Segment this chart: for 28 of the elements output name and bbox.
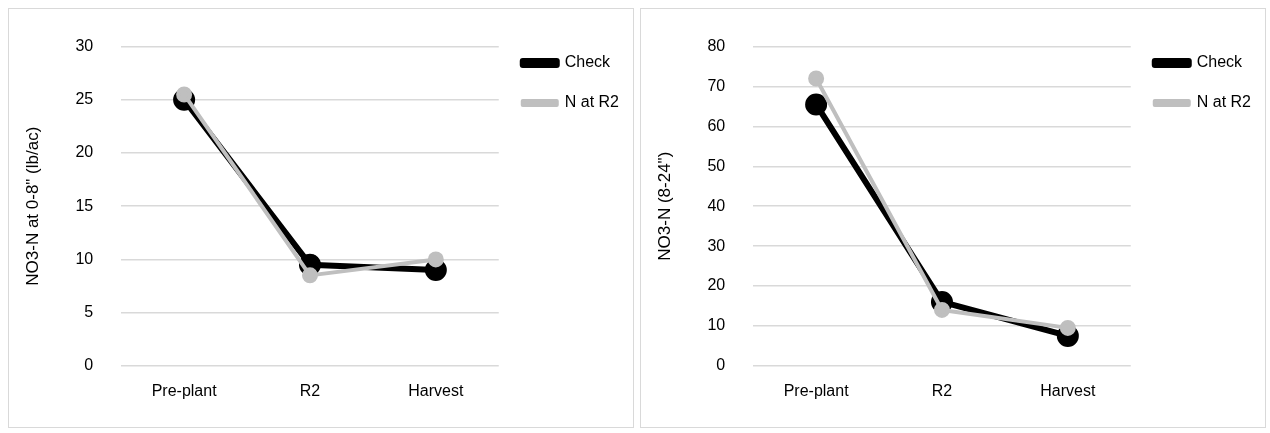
x-tick-label: Pre-plant xyxy=(783,381,850,399)
y-tick-label: 60 xyxy=(707,116,726,134)
legend-label: N at R2 xyxy=(1196,93,1252,111)
y-tick-label: 80 xyxy=(707,37,726,55)
y-axis-title: NO3-N at 0-8" (lb/ac) xyxy=(22,126,42,286)
x-tick-label: Harvest xyxy=(1040,381,1096,399)
y-tick-label: 20 xyxy=(75,143,94,161)
legend-label: Check xyxy=(564,53,612,71)
x-tick-label: R2 xyxy=(299,381,321,399)
y-tick-label: 40 xyxy=(707,196,726,214)
y-tick-label: 0 xyxy=(716,356,726,374)
y-tick-label: 10 xyxy=(75,249,94,267)
y-tick-label: 70 xyxy=(707,76,726,94)
y-tick-label: 25 xyxy=(75,90,94,108)
x-tick-label: R2 xyxy=(931,381,953,399)
y-tick-label: 30 xyxy=(75,37,94,55)
y-tick-label: 10 xyxy=(707,316,726,334)
y-tick-label: 50 xyxy=(707,156,726,174)
x-tick-label: Harvest xyxy=(408,381,464,399)
y-tick-label: 5 xyxy=(84,303,94,321)
legend-label: N at R2 xyxy=(564,93,620,111)
y-tick-label: 30 xyxy=(707,236,726,254)
y-tick-label: 15 xyxy=(75,196,94,214)
y-axis-title: NO3-N (8-24") xyxy=(654,151,674,261)
legend-label: Check xyxy=(1196,53,1244,71)
y-tick-label: 20 xyxy=(707,276,726,294)
y-tick-label: 0 xyxy=(84,356,94,374)
x-tick-label: Pre-plant xyxy=(151,381,218,399)
